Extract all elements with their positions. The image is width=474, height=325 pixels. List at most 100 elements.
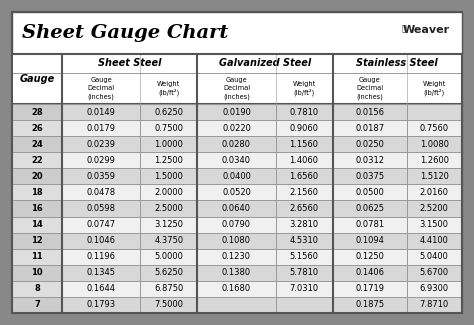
- Bar: [62, 184, 462, 201]
- Bar: [12, 168, 62, 184]
- Text: Gauge
Decimal
(inches): Gauge Decimal (inches): [223, 77, 250, 100]
- Bar: [62, 152, 462, 168]
- Text: 0.0190: 0.0190: [222, 108, 251, 117]
- Bar: [12, 201, 62, 216]
- Bar: [12, 54, 462, 104]
- Bar: [12, 233, 62, 249]
- Text: 16: 16: [31, 204, 43, 213]
- Text: 0.0239: 0.0239: [87, 140, 116, 149]
- Bar: [62, 120, 462, 136]
- Text: 0.0280: 0.0280: [222, 140, 251, 149]
- Text: 3.1250: 3.1250: [155, 220, 183, 229]
- Text: 2.6560: 2.6560: [290, 204, 319, 213]
- Bar: [62, 281, 462, 297]
- Text: 2.0000: 2.0000: [155, 188, 183, 197]
- Text: 0.0156: 0.0156: [355, 108, 384, 117]
- Text: Gauge
Decimal
(inches): Gauge Decimal (inches): [88, 77, 115, 100]
- Text: 1.2600: 1.2600: [420, 156, 449, 165]
- Text: 0.0781: 0.0781: [355, 220, 384, 229]
- Text: 0.9060: 0.9060: [290, 124, 319, 133]
- Bar: [12, 265, 62, 281]
- Text: 4.5310: 4.5310: [290, 236, 319, 245]
- Text: 2.5200: 2.5200: [420, 204, 449, 213]
- Text: Sheet Gauge Chart: Sheet Gauge Chart: [22, 24, 228, 42]
- Text: 2.5000: 2.5000: [155, 204, 183, 213]
- Text: 5.7810: 5.7810: [290, 268, 319, 277]
- Text: 7.5000: 7.5000: [155, 300, 183, 309]
- Text: 0.1380: 0.1380: [222, 268, 251, 277]
- Text: 0.0340: 0.0340: [222, 156, 251, 165]
- Text: 0.0400: 0.0400: [222, 172, 251, 181]
- Text: 0.0250: 0.0250: [355, 140, 384, 149]
- Text: 5.6700: 5.6700: [419, 268, 449, 277]
- Text: Weight
(lb/ft²): Weight (lb/ft²): [423, 81, 446, 97]
- Text: 11: 11: [31, 252, 43, 261]
- Text: 7.8710: 7.8710: [419, 300, 449, 309]
- Text: 1.5000: 1.5000: [155, 172, 183, 181]
- Text: 🚚: 🚚: [402, 24, 407, 33]
- Bar: [12, 104, 62, 120]
- Text: Gauge
Decimal
(inches): Gauge Decimal (inches): [356, 77, 383, 100]
- Text: 0.7560: 0.7560: [419, 124, 449, 133]
- Text: 0.0312: 0.0312: [355, 156, 384, 165]
- Text: 0.0625: 0.0625: [355, 204, 384, 213]
- Text: 0.1345: 0.1345: [87, 268, 116, 277]
- Bar: [62, 249, 462, 265]
- Text: 0.0520: 0.0520: [222, 188, 251, 197]
- Text: 0.0179: 0.0179: [87, 124, 116, 133]
- Text: 28: 28: [31, 108, 43, 117]
- Text: 1.0000: 1.0000: [155, 140, 183, 149]
- Text: 0.0299: 0.0299: [87, 156, 116, 165]
- Text: 0.0149: 0.0149: [87, 108, 116, 117]
- Text: 5.1560: 5.1560: [290, 252, 319, 261]
- Text: 24: 24: [31, 140, 43, 149]
- Text: Galvanized Steel: Galvanized Steel: [219, 58, 311, 68]
- Bar: [12, 216, 62, 233]
- Text: 0.1406: 0.1406: [355, 268, 384, 277]
- Text: 0.7500: 0.7500: [155, 124, 183, 133]
- Text: 0.0375: 0.0375: [355, 172, 384, 181]
- Text: 0.1719: 0.1719: [355, 284, 384, 293]
- Text: Sheet Steel: Sheet Steel: [98, 58, 162, 68]
- Text: 5.0400: 5.0400: [420, 252, 449, 261]
- Text: 0.1793: 0.1793: [87, 300, 116, 309]
- Text: Weight
(lb/ft²): Weight (lb/ft²): [292, 81, 316, 97]
- Text: 0.0790: 0.0790: [222, 220, 251, 229]
- Bar: [62, 216, 462, 233]
- Text: 0.1250: 0.1250: [355, 252, 384, 261]
- Text: 7: 7: [34, 300, 40, 309]
- Text: 6.8750: 6.8750: [154, 284, 183, 293]
- Bar: [12, 184, 62, 201]
- Text: 1.5120: 1.5120: [420, 172, 449, 181]
- Text: 1.0080: 1.0080: [420, 140, 449, 149]
- Text: 18: 18: [31, 188, 43, 197]
- Bar: [12, 249, 62, 265]
- Bar: [62, 265, 462, 281]
- Text: 26: 26: [31, 124, 43, 133]
- Text: 4.4100: 4.4100: [420, 236, 449, 245]
- Text: 4.3750: 4.3750: [155, 236, 183, 245]
- Bar: [62, 104, 462, 120]
- Text: 7.0310: 7.0310: [290, 284, 319, 293]
- Text: 10: 10: [31, 268, 43, 277]
- Bar: [12, 54, 462, 313]
- Text: 1.1560: 1.1560: [290, 140, 319, 149]
- Text: 0.1196: 0.1196: [87, 252, 116, 261]
- Text: 8: 8: [34, 284, 40, 293]
- Bar: [62, 201, 462, 216]
- Text: 0.1230: 0.1230: [222, 252, 251, 261]
- Text: 5.6250: 5.6250: [155, 268, 183, 277]
- Text: 0.1080: 0.1080: [222, 236, 251, 245]
- Bar: [62, 168, 462, 184]
- Bar: [12, 152, 62, 168]
- Text: 0.0598: 0.0598: [87, 204, 116, 213]
- Text: 0.1046: 0.1046: [87, 236, 116, 245]
- Text: Weight
(lb/ft²): Weight (lb/ft²): [157, 81, 181, 97]
- Text: Gauge: Gauge: [19, 74, 55, 84]
- Text: 12: 12: [31, 236, 43, 245]
- Text: 0.1680: 0.1680: [222, 284, 251, 293]
- Text: 0.0220: 0.0220: [222, 124, 251, 133]
- Text: 0.1094: 0.1094: [355, 236, 384, 245]
- Text: Stainless Steel: Stainless Steel: [356, 58, 438, 68]
- Text: 0.0500: 0.0500: [355, 188, 384, 197]
